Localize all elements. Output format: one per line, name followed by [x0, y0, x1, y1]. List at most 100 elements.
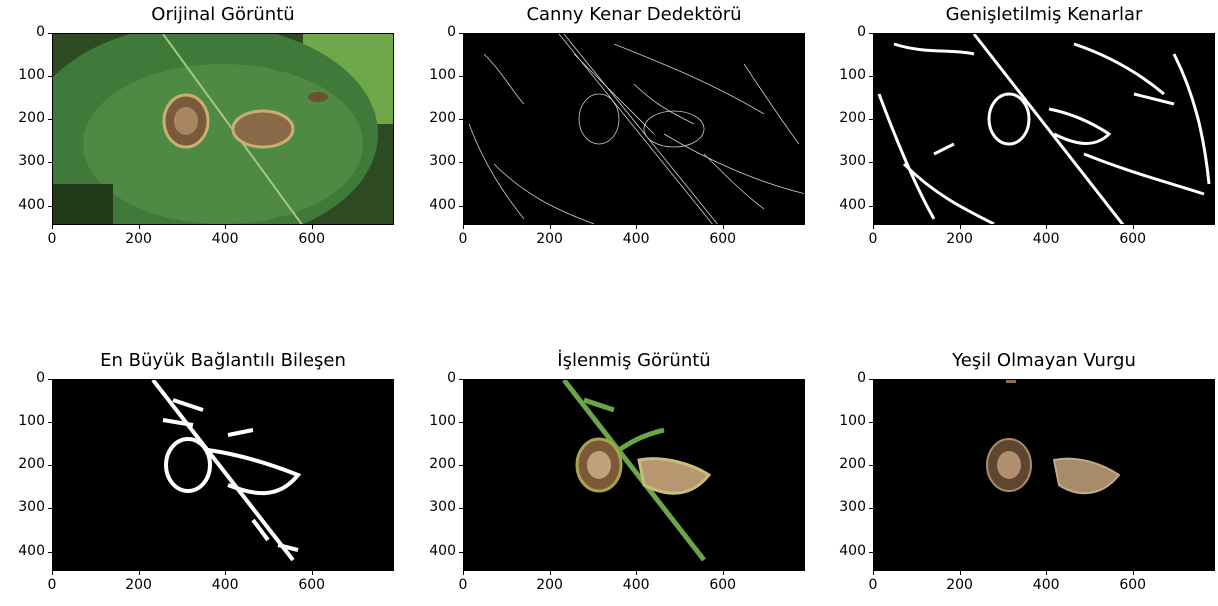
x-tick-mark	[311, 225, 313, 229]
x-tick-mark	[138, 225, 140, 229]
y-tick-label: 300	[429, 499, 456, 516]
y-tick-mark	[48, 76, 52, 78]
y-tick-mark	[48, 205, 52, 207]
x-tick-mark	[1046, 571, 1048, 575]
y-tick-mark	[869, 162, 873, 164]
x-tick-mark	[52, 225, 53, 229]
x-tick-mark	[1046, 225, 1048, 229]
y-tick-mark	[869, 76, 873, 78]
y-tick-label: 300	[839, 153, 866, 170]
y-tick-label: 200	[839, 110, 866, 127]
x-tick-mark	[636, 571, 638, 575]
x-tick-mark	[549, 225, 551, 229]
x-tick-label: 400	[622, 577, 650, 593]
panel-title: Canny Kenar Dedektörü	[526, 4, 742, 25]
x-tick-mark	[636, 225, 638, 229]
y-tick-mark	[459, 162, 463, 164]
y-tick-label: 0	[447, 370, 456, 386]
x-tick-label: 0	[47, 231, 57, 247]
y-tick-mark	[48, 465, 52, 467]
x-tick-mark	[463, 225, 464, 229]
y-tick-mark	[869, 422, 873, 424]
y-tick-mark	[459, 379, 463, 380]
y-tick-mark	[459, 205, 463, 207]
y-tick-mark	[869, 379, 873, 380]
y-tick-label: 0	[36, 24, 45, 40]
panel-title: Orijinal Görüntü	[151, 4, 295, 25]
panel-image	[53, 34, 393, 224]
panel-title: İşlenmiş Görüntü	[557, 350, 711, 371]
largest-component-panel: En Büyük Bağlantılı Bileşen 0 100 200 300 40…	[18, 350, 394, 593]
x-tick-label: 0	[868, 231, 878, 247]
y-tick-label: 300	[839, 499, 866, 516]
x-tick-label: 400	[1032, 577, 1060, 593]
x-tick-label: 600	[709, 577, 737, 593]
y-tick-label: 400	[839, 196, 866, 213]
y-tick-mark	[869, 508, 873, 510]
y-tick-mark	[48, 551, 52, 553]
x-tick-label: 200	[125, 577, 152, 593]
x-tick-label: 600	[1119, 577, 1147, 593]
image-frame	[52, 379, 394, 571]
x-tick-mark	[1132, 225, 1134, 229]
x-tick-mark	[873, 571, 874, 575]
y-tick-mark	[459, 76, 463, 78]
image-frame	[873, 379, 1215, 571]
x-tick-mark	[873, 225, 874, 229]
x-tick-label: 0	[458, 577, 468, 593]
y-tick-label: 400	[429, 542, 456, 559]
y-tick-label: 200	[18, 456, 45, 473]
x-tick-label: 400	[622, 231, 650, 247]
y-tick-mark	[48, 508, 52, 510]
y-tick-label: 0	[447, 24, 456, 40]
y-tick-label: 300	[429, 153, 456, 170]
x-tick-mark	[138, 571, 140, 575]
y-tick-mark	[869, 551, 873, 553]
x-tick-mark	[463, 571, 464, 575]
x-tick-mark	[549, 571, 551, 575]
panel-title: Genişletilmiş Kenarlar	[945, 4, 1143, 25]
x-tick-label: 600	[709, 231, 737, 247]
y-tick-mark	[459, 119, 463, 121]
y-tick-label: 200	[839, 456, 866, 473]
x-tick-label: 200	[125, 231, 152, 247]
y-tick-mark	[869, 465, 873, 467]
x-tick-mark	[959, 571, 961, 575]
y-tick-mark	[459, 551, 463, 553]
image-frame	[463, 379, 805, 571]
x-tick-label: 600	[298, 231, 326, 247]
x-tick-label: 0	[868, 577, 878, 593]
y-tick-mark	[459, 33, 463, 34]
y-tick-mark	[869, 205, 873, 207]
y-tick-label: 100	[429, 413, 456, 430]
y-tick-label: 200	[18, 110, 45, 127]
y-tick-mark	[459, 465, 463, 467]
x-tick-mark	[225, 571, 227, 575]
panel-title: Yeşil Olmayan Vurgu	[952, 350, 1136, 371]
y-tick-mark	[459, 422, 463, 424]
x-tick-label: 400	[211, 231, 239, 247]
panel-image	[874, 34, 1214, 224]
x-tick-label: 400	[1032, 231, 1060, 247]
y-tick-label: 0	[36, 370, 45, 386]
x-tick-label: 0	[458, 231, 468, 247]
y-tick-label: 100	[429, 67, 456, 84]
y-tick-label: 100	[839, 67, 866, 84]
y-tick-label: 200	[429, 110, 456, 127]
y-tick-label: 0	[857, 24, 866, 40]
y-tick-mark	[48, 119, 52, 121]
x-tick-mark	[722, 571, 724, 575]
image-frame	[463, 33, 805, 225]
y-tick-label: 400	[429, 196, 456, 213]
x-tick-mark	[225, 225, 227, 229]
x-tick-label: 0	[47, 577, 57, 593]
dilated-edges-panel: Genişletilmiş Kenarlar 0 100 200 300 400 0 200…	[839, 4, 1215, 247]
y-tick-label: 400	[18, 196, 45, 213]
y-tick-mark	[48, 379, 52, 380]
original-image-panel: Orijinal Görüntü 0 100 200 300 400 0 200 400 600	[18, 4, 394, 247]
y-tick-mark	[48, 33, 52, 34]
panel-image	[464, 34, 804, 224]
y-tick-label: 100	[18, 67, 45, 84]
y-tick-label: 300	[18, 499, 45, 516]
y-tick-label: 300	[18, 153, 45, 170]
